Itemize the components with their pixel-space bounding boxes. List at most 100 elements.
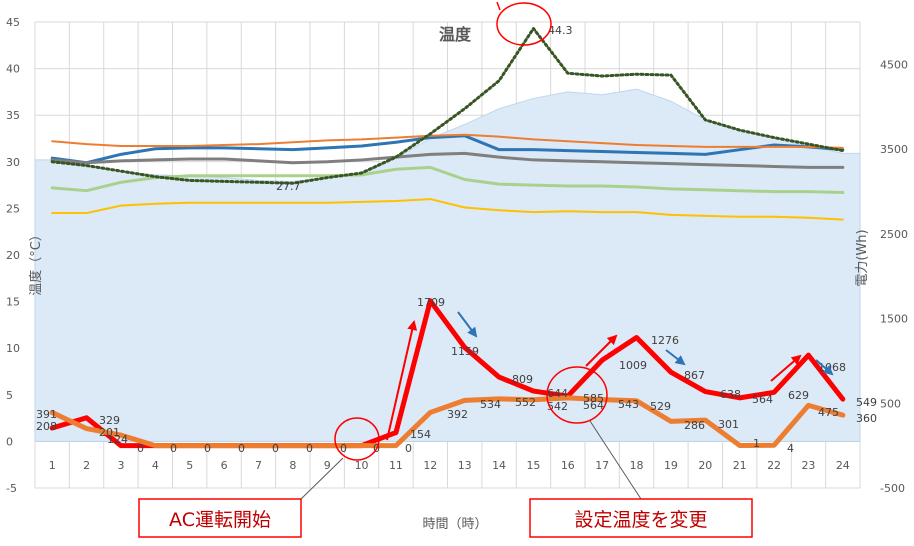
data-label: 124 bbox=[107, 433, 128, 446]
data-label: 392 bbox=[447, 408, 468, 421]
x-tick-label: 8 bbox=[289, 459, 296, 472]
y-tick-label: 20 bbox=[6, 249, 20, 262]
data-label: 201 bbox=[99, 426, 120, 439]
x-tick-label: 23 bbox=[801, 459, 815, 472]
x-tick-label: 3 bbox=[117, 459, 124, 472]
series-line-1 bbox=[50, 134, 845, 165]
x-tick-label: 6 bbox=[221, 459, 228, 472]
data-label: 360 bbox=[856, 412, 877, 425]
series-layer bbox=[49, 27, 846, 449]
data-label: 564 bbox=[583, 399, 604, 412]
data-label: 534 bbox=[480, 398, 501, 411]
data-label: 809 bbox=[512, 373, 533, 386]
ac-start-text: AC運転開始 bbox=[169, 509, 271, 531]
setting-change-leader bbox=[589, 420, 642, 500]
y-tick-label: 35 bbox=[6, 109, 20, 122]
x-tick-label: 10 bbox=[355, 459, 369, 472]
x-tick-label: 20 bbox=[698, 459, 712, 472]
data-label: 629 bbox=[788, 389, 809, 402]
setting-change-box bbox=[529, 498, 753, 538]
x-tick-label: 12 bbox=[423, 459, 437, 472]
data-label: 4 bbox=[787, 442, 794, 455]
x-tick-label: 7 bbox=[255, 459, 262, 472]
ac-start-callout: AC運転開始 bbox=[138, 498, 302, 538]
x-tick-label: 16 bbox=[561, 459, 575, 472]
red-trend-arrow bbox=[386, 320, 418, 441]
data-label: 552 bbox=[515, 396, 536, 409]
x-tick-label: 11 bbox=[389, 459, 403, 472]
data-label: 564 bbox=[752, 393, 773, 406]
data-label: 0 bbox=[272, 442, 279, 455]
data-label: 1009 bbox=[619, 359, 647, 372]
red-trend-arrow bbox=[585, 334, 618, 367]
setting-change-callout: 設定温度を変更 bbox=[529, 498, 753, 538]
data-label: 154 bbox=[410, 428, 431, 441]
x-tick-label: 13 bbox=[458, 459, 472, 472]
series-line-3 bbox=[50, 151, 845, 169]
data-label: 549 bbox=[856, 396, 877, 409]
y-tick-label: 10 bbox=[6, 342, 20, 355]
series-line-8 bbox=[49, 395, 846, 449]
data-label: 1276 bbox=[651, 334, 679, 347]
x-tick-label: 21 bbox=[733, 459, 747, 472]
y2-tick-label: 500 bbox=[880, 397, 901, 410]
y2-tick-label: -500 bbox=[880, 482, 905, 495]
y-tick-label: -5 bbox=[6, 482, 17, 495]
y-tick-label: 0 bbox=[6, 435, 13, 448]
data-label: 329 bbox=[99, 414, 120, 427]
x-tick-label: 4 bbox=[152, 459, 159, 472]
peak-leader bbox=[496, 1, 501, 11]
data-label: 0 bbox=[170, 442, 177, 455]
x-tick-label: 19 bbox=[664, 459, 678, 472]
ac-start-box bbox=[138, 498, 302, 538]
blue-trend-arrow bbox=[815, 359, 834, 376]
x-tick-label: 14 bbox=[492, 459, 506, 472]
data-label: 475 bbox=[818, 406, 839, 419]
x-tick-label: 22 bbox=[767, 459, 781, 472]
x-tick-label: 15 bbox=[526, 459, 540, 472]
data-label: 1709 bbox=[417, 296, 445, 309]
y-tick-label: 15 bbox=[6, 296, 20, 309]
setting-change-circle bbox=[546, 366, 608, 424]
y2-tick-label: 4500 bbox=[880, 58, 908, 71]
x-tick-label: 5 bbox=[186, 459, 193, 472]
x-tick-label: 1 bbox=[49, 459, 56, 472]
data-label: 44.3 bbox=[548, 24, 573, 37]
series-line-2 bbox=[51, 133, 844, 149]
y-tick-label: 40 bbox=[6, 63, 20, 76]
data-label: 585 bbox=[583, 392, 604, 405]
data-label: 0 bbox=[340, 442, 347, 455]
series-line-5 bbox=[51, 198, 844, 221]
setting-change-text: 設定温度を変更 bbox=[574, 509, 707, 531]
chart-title: 温度 bbox=[438, 25, 472, 44]
data-label: 1068 bbox=[818, 361, 846, 374]
y2-tick-label: 1500 bbox=[880, 313, 908, 326]
x-tick-label: 24 bbox=[836, 459, 850, 472]
series-line-4 bbox=[50, 165, 845, 195]
data-label: 0 bbox=[405, 442, 412, 455]
series-line-6 bbox=[50, 27, 845, 185]
data-label: 27.7 bbox=[276, 180, 301, 193]
y-tick-label: 5 bbox=[6, 389, 13, 402]
axis-layer: -5051015202530354045-5005001500250035004… bbox=[6, 16, 908, 495]
y-tick-label: 30 bbox=[6, 156, 20, 169]
y2-axis-title: 電力(Wh) bbox=[855, 229, 870, 286]
overlay-layer bbox=[300, 1, 834, 500]
x-tick-label: 17 bbox=[595, 459, 609, 472]
x-axis-title: 時間（時） bbox=[422, 517, 487, 532]
y-tick-label: 25 bbox=[6, 202, 20, 215]
data-label: 529 bbox=[650, 400, 671, 413]
x-tick-label: 2 bbox=[83, 459, 90, 472]
ac-start-circle bbox=[334, 417, 380, 461]
data-label: 1 bbox=[753, 437, 760, 450]
peak-highlight-circle bbox=[496, 2, 552, 46]
data-label: 0 bbox=[204, 442, 211, 455]
data-label: 286 bbox=[684, 419, 705, 432]
data-label: 1159 bbox=[451, 345, 479, 358]
data-label: 867 bbox=[684, 369, 705, 382]
y-axis-title: 温度（°C） bbox=[28, 228, 44, 296]
data-label: 208 bbox=[36, 420, 57, 433]
x-tick-label: 18 bbox=[630, 459, 644, 472]
